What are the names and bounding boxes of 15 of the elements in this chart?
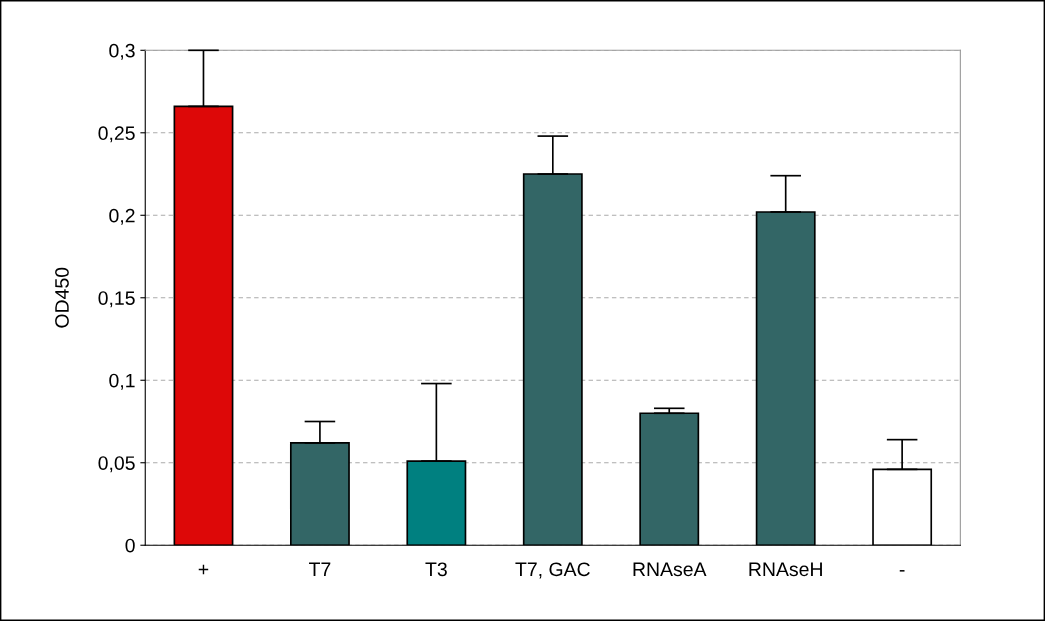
x-tick-label: T7, GAC [515,562,590,579]
y-tick-label: 0 [125,538,135,553]
y-tick-label: 0,3 [109,43,135,60]
y-tick-label: 0,2 [109,208,135,225]
y-tick-label: 0,15 [98,291,135,308]
y-tick-label: 0,25 [98,126,135,143]
x-tick-label: T7 [309,562,331,576]
y-axis-title: OD450 [55,267,69,328]
x-tick-label: + [198,564,209,575]
x-tick-label: RNAseH [749,562,822,577]
y-tick-label: 0,1 [109,373,135,390]
x-tick-label: RNAseA [633,562,707,577]
x-tick-label: T3 [425,562,447,577]
y-tick-label: 0,05 [98,456,135,473]
x-tick-label: - [899,570,905,572]
